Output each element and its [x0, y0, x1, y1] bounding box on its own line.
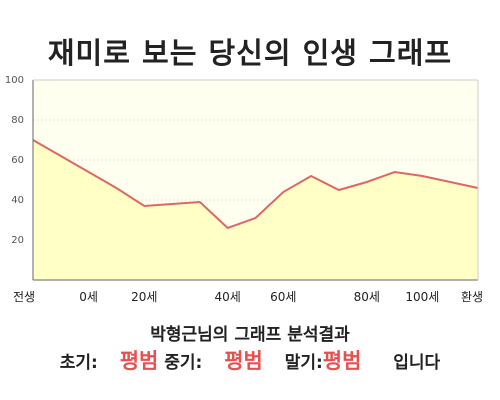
ending-text: 입니다 [393, 353, 441, 373]
y-tick-labels: 20 40 60 80 100 [5, 75, 24, 246]
x-tick-label: 40세 [215, 290, 241, 304]
y-tick-label: 80 [11, 115, 24, 126]
x-tick-label: 20세 [131, 290, 157, 304]
page-title: 재미로 보는 당신의 인생 그래프 [47, 36, 453, 70]
late-value: 평범 [322, 349, 362, 373]
y-tick-label: 20 [11, 235, 24, 246]
y-tick-label: 40 [11, 195, 24, 206]
early-label: 초기: [59, 353, 98, 373]
x-tick-label: 60세 [270, 290, 296, 304]
mid-value: 평범 [224, 349, 263, 373]
early-value: 평범 [119, 349, 159, 373]
x-tick-label: 80세 [354, 290, 380, 304]
x-tick-label: 환생 [461, 290, 483, 304]
life-line [32, 139, 479, 230]
analysis-summary: 박형근님의 그래프 분석결과 [150, 325, 350, 345]
mid-label: 중기: [164, 353, 203, 373]
life-area [33, 140, 478, 280]
y-tick-label: 100 [5, 75, 24, 86]
x-tick-label: 전생 [13, 290, 35, 304]
x-tick-label: 0세 [79, 290, 98, 304]
y-tick-label: 60 [11, 155, 24, 166]
late-label: 말기: [284, 353, 323, 373]
phase-results: 초기: 평범 중기: 평범 말기:평범 입니다 [0, 345, 500, 375]
x-tick-labels: 전생 0세 20세 40세 60세 80세 100세 환생 [13, 290, 483, 304]
x-tick-label: 100세 [405, 290, 439, 304]
